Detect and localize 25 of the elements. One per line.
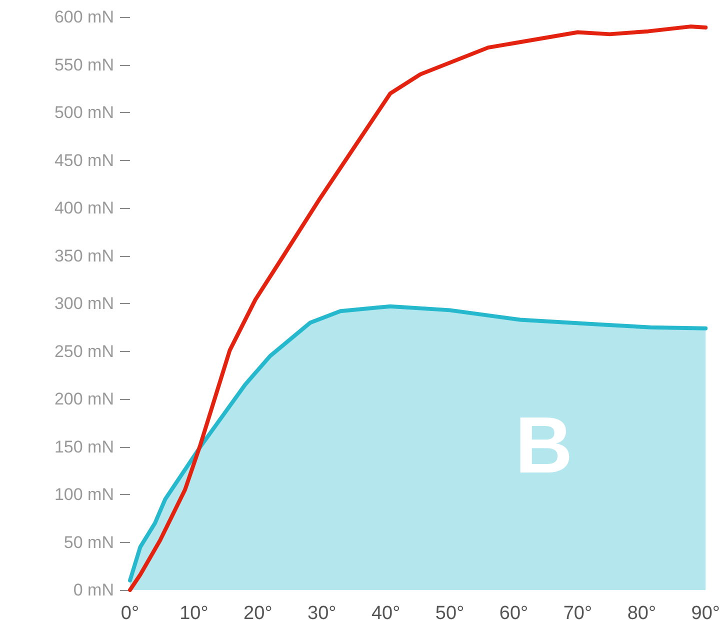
annotation: B <box>515 400 573 490</box>
x-tick-label: 10° <box>180 603 208 624</box>
x-tick-label: 70° <box>563 603 592 624</box>
x-tick-label: 0° <box>120 603 140 624</box>
y-tick-label: 50 mN <box>64 532 114 552</box>
x-tick-label: 90° <box>691 603 720 624</box>
x-tick-label: 40° <box>371 603 400 624</box>
y-tick-label: 300 mN <box>54 294 114 313</box>
x-tick-label: 60° <box>499 603 528 624</box>
y-tick-label: 500 mN <box>54 103 114 122</box>
y-tick-label: 150 mN <box>54 437 114 456</box>
x-tick-label: 50° <box>435 603 464 624</box>
y-tick-label: 550 mN <box>54 55 114 74</box>
line-series <box>128 24 708 592</box>
y-tick-label: 600 mN <box>54 8 114 26</box>
x-tick-label: 80° <box>627 603 656 624</box>
y-tick-label: 400 mN <box>54 198 114 218</box>
y-tick-label: 100 mN <box>54 485 114 504</box>
y-tick-label: 0 mN <box>73 580 114 600</box>
y-tick-label: 350 mN <box>54 246 114 266</box>
y-tick-label: 250 mN <box>54 342 114 361</box>
y-tick-label: 200 mN <box>54 390 114 408</box>
x-tick-label: 20° <box>244 603 272 624</box>
x-tick-label: 30° <box>308 603 336 624</box>
y-tick-label: 450 mN <box>54 150 114 170</box>
